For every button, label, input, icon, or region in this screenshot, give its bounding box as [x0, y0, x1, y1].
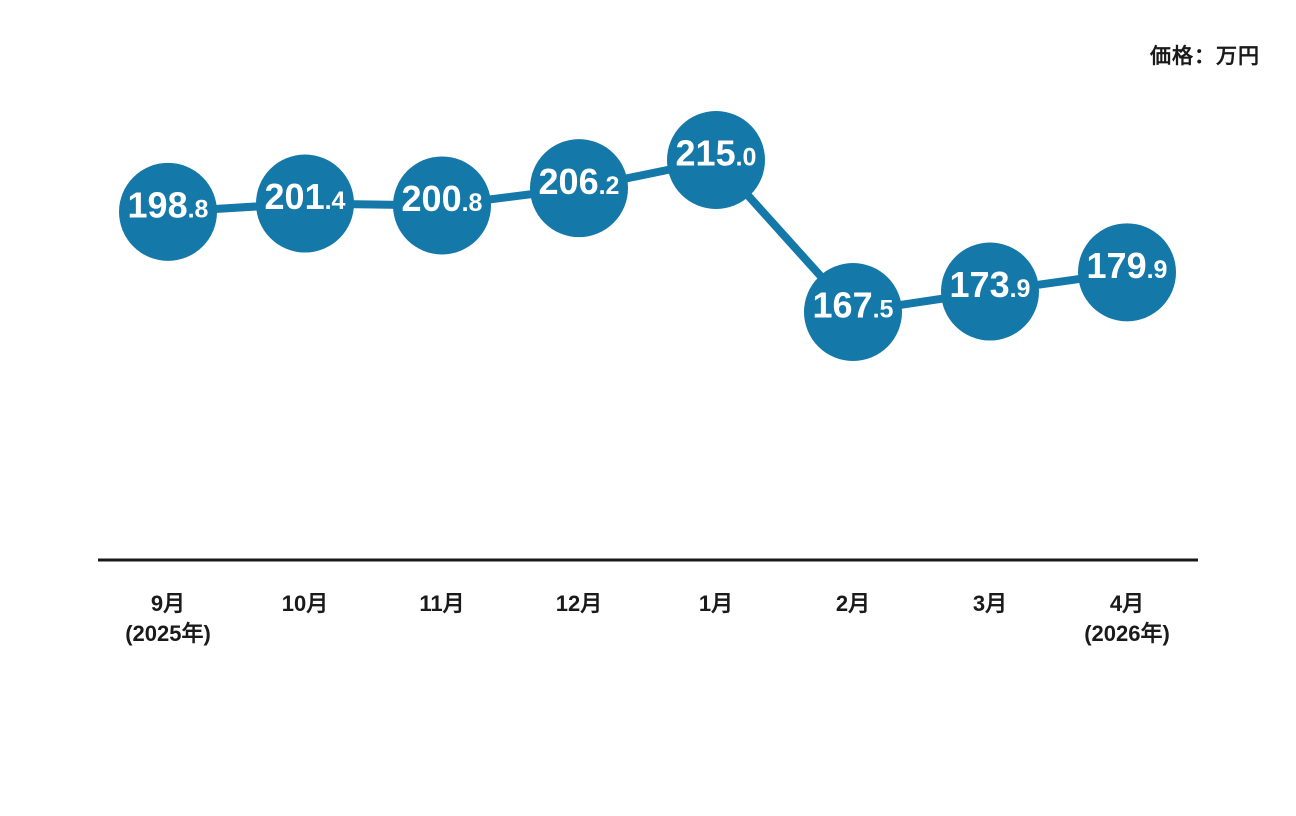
value-label: 198.8 [128, 184, 209, 225]
x-axis-month-label: 10月 [282, 591, 328, 616]
data-point-marker [256, 154, 354, 253]
unit-label: 価格：万円 [1150, 45, 1260, 68]
x-axis-month-label: 1月 [699, 591, 733, 616]
value-label: 201.4 [265, 176, 346, 217]
data-point-marker [804, 263, 902, 361]
data-point-marker [1078, 223, 1176, 322]
data-point-marker [667, 111, 765, 209]
value-label: 179.9 [1087, 245, 1168, 286]
x-axis-month-label: 4月 [1110, 591, 1144, 616]
x-axis-year-sublabel: (2026年) [1084, 621, 1170, 646]
x-axis-year-sublabel: (2025年) [125, 621, 211, 646]
x-axis-month-label: 12月 [556, 591, 602, 616]
x-axis-month-label: 9月 [151, 591, 185, 616]
data-point-marker [941, 242, 1039, 341]
x-axis-month-label: 11月 [419, 591, 464, 616]
value-label: 173.9 [950, 264, 1031, 305]
data-point-marker [393, 156, 491, 255]
x-axis-month-label: 2月 [836, 591, 870, 616]
x-axis-month-label: 3月 [973, 591, 1007, 616]
value-label: 200.8 [402, 178, 483, 219]
value-label: 215.0 [676, 133, 757, 174]
value-label: 206.2 [539, 161, 620, 202]
value-label: 167.5 [813, 285, 894, 326]
data-point-marker [119, 162, 217, 261]
data-point-marker [530, 139, 628, 238]
